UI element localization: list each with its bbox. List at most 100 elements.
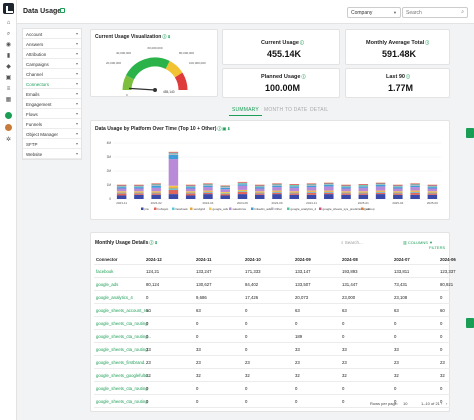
bar-segment-jira[interactable] <box>375 194 386 199</box>
bar-segment-hubspot[interactable] <box>151 193 161 195</box>
bar-segment-salesforce[interactable] <box>116 188 127 192</box>
bar-segment-google_ads[interactable] <box>237 189 248 191</box>
bar-segment-hubspot[interactable] <box>185 193 196 196</box>
bar-segment-hubspot[interactable] <box>254 193 265 195</box>
bar-segment-sendgrid[interactable] <box>410 191 420 192</box>
bar-segment-sendgrid[interactable] <box>341 192 351 193</box>
category-item-0[interactable]: Account ▾ <box>23 29 81 39</box>
bar-segment-jira[interactable] <box>185 195 196 200</box>
header-search[interactable]: ⌕ <box>402 7 468 18</box>
column-header-month[interactable]: 2024-08 <box>342 257 358 262</box>
bar-segment-hubspot[interactable] <box>272 192 282 195</box>
bar-segment-hubspot[interactable] <box>324 192 334 195</box>
connector-link[interactable]: google_sheets_cta_routing <box>96 321 148 326</box>
column-header-month[interactable]: 2024-11 <box>196 257 212 262</box>
bar-segment-hubspot[interactable] <box>410 192 420 195</box>
legend-label[interactable]: salesforce <box>233 207 247 211</box>
grid-icon[interactable]: ▦ <box>5 97 12 103</box>
bar-segment-facebook[interactable] <box>116 192 127 194</box>
bar-segment-salesforce[interactable] <box>203 187 213 191</box>
bar-segment-facebook[interactable] <box>254 192 265 194</box>
bar-segment-google_analytics_4[interactable] <box>220 186 230 188</box>
bar-segment-linkedin_ads[interactable] <box>427 187 438 189</box>
bar-segment-Other[interactable] <box>134 186 144 188</box>
bar-segment-salesforce[interactable] <box>375 186 386 191</box>
bar-segment-facebook[interactable] <box>427 192 438 194</box>
bar-segment-google_analytics_4[interactable] <box>410 184 420 185</box>
search-nav-icon[interactable]: ⌕ <box>6 31 11 37</box>
bar-segment-Other[interactable] <box>375 184 386 185</box>
bar-segment-facebook[interactable] <box>237 191 248 192</box>
list-icon[interactable]: ≡ <box>6 86 11 92</box>
column-header-month[interactable]: 2024-07 <box>394 257 410 262</box>
bar-segment-jira[interactable] <box>341 194 351 199</box>
bar-segment-Other[interactable] <box>410 185 420 186</box>
bar-segment-jira[interactable] <box>151 194 161 199</box>
bar-segment-linkedin_ads[interactable] <box>289 186 300 188</box>
bar-segment-hubspot[interactable] <box>306 192 317 195</box>
legend-label[interactable]: Other <box>275 207 283 211</box>
bar-segment-linkedin_ads[interactable] <box>254 187 265 189</box>
bar-segment-sendgrid[interactable] <box>151 192 161 193</box>
side-panel-toggle-icon[interactable] <box>466 128 474 138</box>
bar-segment-salesforce[interactable] <box>185 188 196 192</box>
bar-segment-salesforce[interactable] <box>410 187 420 191</box>
bar-segment-salesforce[interactable] <box>134 188 144 192</box>
legend-label[interactable]: hubspot <box>158 207 169 211</box>
bar-segment-google_ads[interactable] <box>341 191 351 192</box>
bar-segment-google_sheets_sys_predictions_v4[interactable] <box>185 185 196 186</box>
bar-segment-sendgrid[interactable] <box>203 191 213 192</box>
column-header-month[interactable]: 2024-10 <box>245 257 261 262</box>
bar-segment-Other[interactable] <box>151 185 161 186</box>
bar-segment-google_sheets_sys_predictions_v4[interactable] <box>203 183 213 185</box>
category-item-11[interactable]: SFTP ▾ <box>23 139 81 149</box>
bar-segment-google_analytics_4[interactable] <box>168 152 179 154</box>
bar-segment-google_sheets_sys_predictions_v4[interactable] <box>289 184 300 185</box>
bar-segment-Other[interactable] <box>220 187 230 188</box>
category-item-7[interactable]: Engagement ▾ <box>23 99 81 109</box>
bar-segment-sendgrid[interactable] <box>393 192 403 193</box>
bar-segment-google_sheets_sys_predictions_v4[interactable] <box>272 183 282 185</box>
bar-segment-salesforce[interactable] <box>358 187 369 192</box>
bar-segment-sendgrid[interactable] <box>168 187 179 189</box>
column-header-month[interactable]: 2024-12 <box>146 257 162 262</box>
bar-segment-google_sheets_sys_predictions_v4[interactable] <box>341 185 351 186</box>
bar-segment-linkedin_ads[interactable] <box>134 187 144 189</box>
bar-segment-linkedin_ads[interactable] <box>220 187 230 190</box>
bar-segment-jira[interactable] <box>134 194 144 199</box>
category-item-5[interactable]: Connectors ▾ <box>23 79 81 89</box>
category-item-8[interactable]: Flows ▾ <box>23 109 81 119</box>
column-header-month[interactable]: 2024-06 <box>440 257 456 262</box>
bar-segment-hubspot[interactable] <box>203 192 213 195</box>
bar-segment-google_sheets_sys_predictions_v4[interactable] <box>254 185 265 186</box>
location-icon[interactable]: ◉ <box>5 42 12 48</box>
bar-segment-google_ads[interactable] <box>254 191 265 192</box>
bar-segment-salesforce[interactable] <box>237 185 248 190</box>
bar-segment-sendgrid[interactable] <box>220 192 230 194</box>
column-header-connector[interactable]: Connector <box>96 257 118 262</box>
bar-segment-google_ads[interactable] <box>203 190 213 192</box>
bar-segment-salesforce[interactable] <box>289 187 300 192</box>
bar-segment-sendgrid[interactable] <box>358 192 369 193</box>
bar-segment-google_ads[interactable] <box>134 191 144 192</box>
bar-segment-google_sheets_sys_predictions_v4[interactable] <box>410 183 420 185</box>
bar-segment-hubspot[interactable] <box>237 192 248 195</box>
bar-segment-facebook[interactable] <box>358 192 369 194</box>
bar-segment-jira[interactable] <box>410 194 420 199</box>
bar-segment-google_analytics_4[interactable] <box>375 183 386 185</box>
category-item-6[interactable]: Emails ▾ <box>23 89 81 99</box>
connector-link[interactable]: google_sheets_cta_routing <box>96 399 148 404</box>
bar-segment-google_analytics_4[interactable] <box>237 182 248 184</box>
bar-segment-hubspot[interactable] <box>393 193 403 195</box>
bar-segment-linkedin_ads[interactable] <box>272 185 282 188</box>
bar-segment-google_sheets_sys_predictions_v4[interactable] <box>134 185 144 186</box>
bar-segment-facebook[interactable] <box>272 192 282 193</box>
bar-segment-linkedin_ads[interactable] <box>151 185 161 188</box>
connector-link[interactable]: google_sheets_cta_routing <box>96 347 148 352</box>
bar-segment-google_analytics_4[interactable] <box>289 185 300 186</box>
bar-segment-hubspot[interactable] <box>220 194 230 196</box>
legend-label[interactable]: google_analytics_4 <box>291 207 317 211</box>
bar-segment-sendgrid[interactable] <box>237 190 248 192</box>
bar-segment-sendgrid[interactable] <box>289 192 300 193</box>
rows-per-page-select[interactable]: 10 <box>403 401 408 406</box>
